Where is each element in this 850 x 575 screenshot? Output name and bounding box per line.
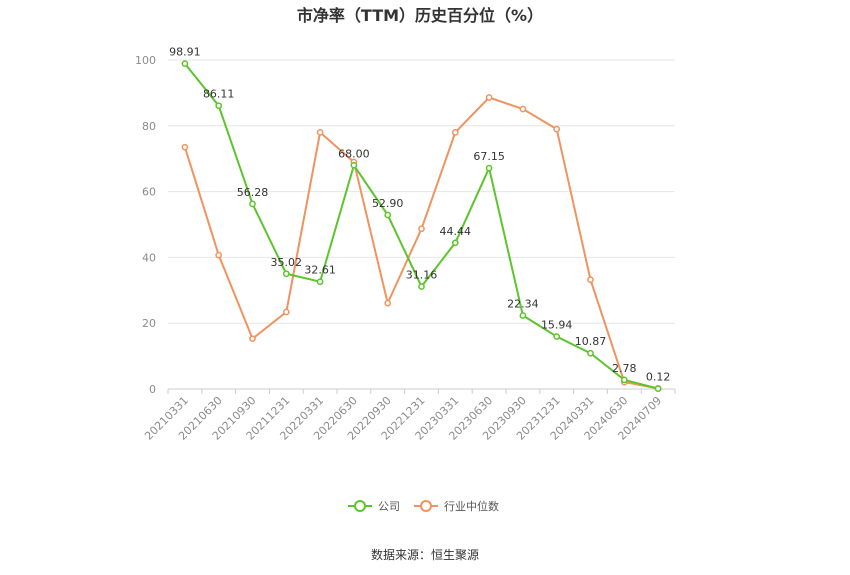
y-tick-label: 60 (142, 186, 156, 199)
y-tick-label: 80 (142, 120, 156, 133)
y-tick-label: 20 (142, 317, 156, 330)
data-label-company: 44.44 (440, 225, 472, 238)
data-point-industry-median (587, 276, 594, 284)
x-axis: 2021033120210630202109302021123120220331… (142, 388, 676, 443)
data-point-company (215, 102, 223, 110)
data-point-company (350, 161, 358, 169)
data-point-company (587, 349, 594, 357)
chart-title: 市净率（TTM）历史百分位（%） (297, 6, 543, 25)
data-label-company: 67.15 (473, 150, 505, 163)
data-point-industry-median (181, 143, 189, 151)
data-label-company: 86.11 (203, 88, 235, 101)
data-point-industry-median (519, 105, 527, 113)
data-label-company: 52.90 (372, 197, 404, 210)
data-label-company: 22.34 (507, 298, 539, 311)
data-point-industry-median (418, 225, 425, 233)
legend-label-company: 公司 (378, 500, 400, 513)
data-point-company (485, 164, 493, 172)
data-point-company (249, 200, 256, 208)
data-point-industry-median (384, 299, 392, 307)
data-point-company (282, 270, 290, 278)
data-point-industry-median (485, 94, 493, 101)
data-label-company: 31.16 (406, 268, 438, 281)
data-source: 数据来源：恒生聚源 (371, 547, 479, 562)
data-point-industry-median (553, 125, 561, 133)
legend: 公司 行业中位数 (348, 499, 499, 513)
data-point-company (654, 385, 662, 392)
data-point-industry-median (249, 335, 256, 343)
data-point-company (519, 312, 527, 319)
data-point-company (181, 60, 189, 67)
y-tick-label: 40 (142, 251, 156, 264)
data-label-company: 56.28 (237, 186, 269, 199)
y-tick-label: 100 (135, 54, 156, 67)
data-label-company: 32.61 (304, 264, 336, 277)
legend-item-company[interactable]: 公司 (348, 500, 400, 513)
data-point-company (316, 278, 324, 286)
data-label-company: 2.78 (612, 362, 637, 375)
grid (168, 59, 675, 324)
data-point-industry-median (316, 129, 324, 136)
data-label-company: 10.87 (575, 335, 607, 348)
data-label-company: 68.00 (338, 147, 370, 160)
legend-marker-company (354, 500, 366, 512)
data-label-company: 35.02 (271, 256, 303, 269)
y-axis: 0 20 40 60 80 100 (135, 54, 156, 396)
y-tick-label: 0 (149, 383, 156, 396)
data-label-company: 15.94 (541, 319, 573, 332)
data-point-company (384, 211, 392, 219)
data-label-company: 98.91 (169, 46, 201, 59)
plot-area (181, 60, 662, 392)
data-point-company (451, 239, 459, 247)
data-point-industry-median (215, 251, 223, 259)
data-point-industry-median (282, 308, 290, 316)
data-point-company (418, 283, 425, 290)
legend-label-industry-median: 行业中位数 (444, 499, 499, 513)
legend-item-industry-median[interactable]: 行业中位数 (414, 499, 499, 513)
data-point-company (553, 333, 561, 340)
data-point-company (620, 376, 628, 384)
data-point-industry-median (451, 129, 459, 136)
data-label-company: 0.12 (646, 371, 671, 384)
legend-marker-industry-median (420, 500, 432, 512)
